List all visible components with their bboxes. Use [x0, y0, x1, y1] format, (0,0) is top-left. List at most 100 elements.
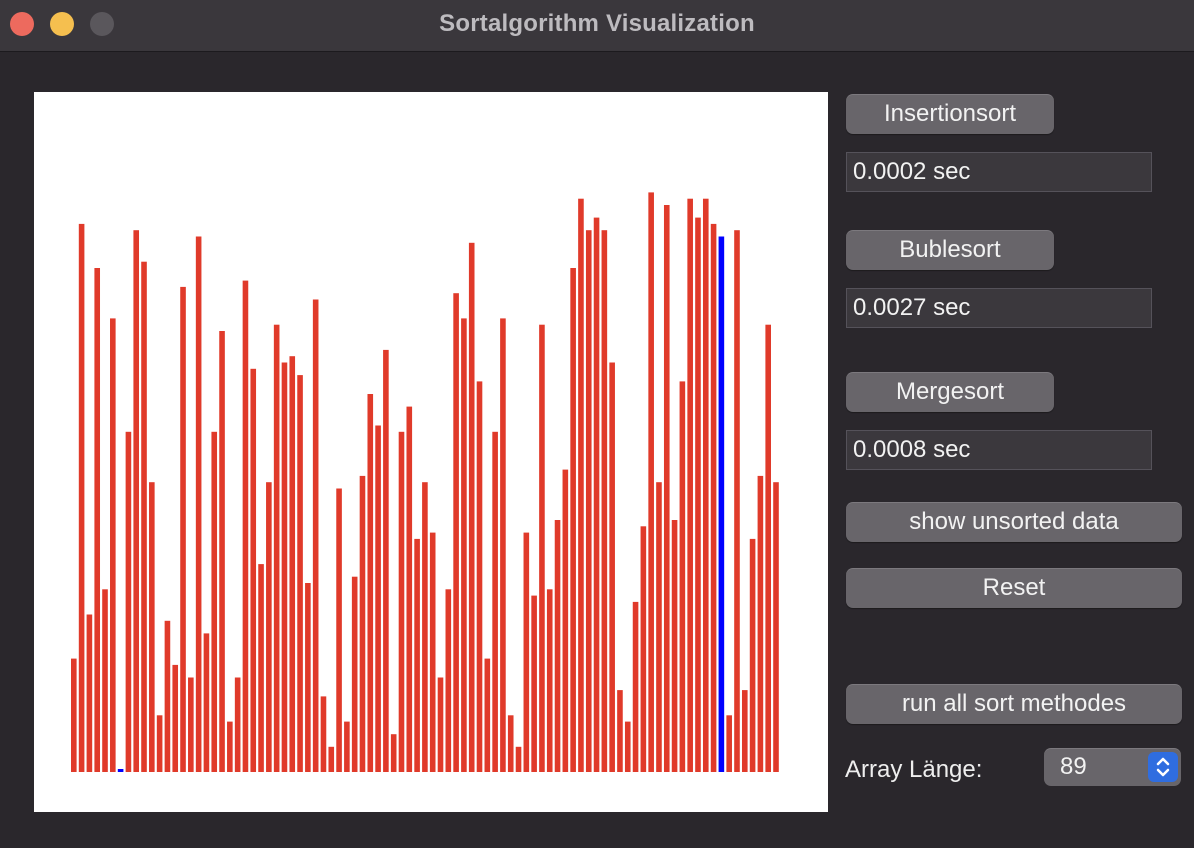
bar [94, 268, 101, 772]
bar [117, 769, 124, 772]
bar [273, 324, 280, 772]
bublesort-time-field[interactable]: 0.0027 sec [846, 288, 1152, 328]
bar [367, 394, 374, 772]
bar [734, 230, 740, 772]
bar [617, 690, 623, 772]
bar [624, 721, 631, 772]
bar [632, 601, 639, 772]
bar [773, 482, 779, 772]
bar [429, 532, 436, 772]
bar [398, 431, 405, 772]
bar [234, 677, 241, 772]
bar [172, 664, 179, 772]
bar [562, 469, 569, 772]
insertionsort-button[interactable]: Insertionsort [846, 94, 1054, 134]
bar [507, 715, 514, 772]
bar [359, 475, 366, 772]
bar [344, 721, 350, 772]
bar [320, 696, 327, 772]
bar [281, 362, 288, 772]
array-length-select[interactable]: 89 [1044, 748, 1181, 786]
bar [546, 589, 553, 772]
bar [180, 286, 186, 772]
bar [125, 431, 132, 772]
reset-button[interactable]: Reset [846, 568, 1182, 608]
minimize-window-button[interactable] [50, 12, 74, 36]
bar [156, 715, 163, 772]
sort-visualization-canvas [34, 92, 828, 812]
bar [110, 318, 116, 772]
bar [718, 236, 725, 772]
bar [78, 223, 85, 772]
bar [765, 324, 771, 772]
bar-chart [71, 192, 779, 773]
bar [406, 406, 413, 772]
bar [297, 375, 303, 772]
bar [437, 677, 444, 772]
bar [141, 261, 147, 772]
bar [242, 280, 249, 772]
bar [593, 217, 600, 773]
bar [531, 595, 537, 772]
bar [585, 230, 592, 772]
bar [687, 198, 693, 772]
insertionsort-time-field[interactable]: 0.0002 sec [846, 152, 1152, 192]
bar [375, 425, 381, 772]
bar [679, 381, 686, 772]
bar [258, 564, 264, 772]
bar [468, 242, 475, 773]
bar [484, 658, 491, 772]
bar [515, 746, 522, 772]
bar [702, 198, 709, 772]
bar [86, 614, 93, 772]
bar [757, 475, 764, 772]
bar [749, 538, 756, 772]
bar [671, 520, 678, 772]
bar [640, 526, 647, 772]
mergesort-time-field[interactable]: 0.0008 sec [846, 430, 1152, 470]
bar [461, 318, 467, 772]
bar [523, 532, 530, 772]
array-length-label: Array Länge: [845, 756, 983, 783]
show-unsorted-data-button[interactable]: show unsorted data [846, 502, 1182, 542]
bar [312, 299, 319, 772]
bar [149, 482, 155, 772]
bar [328, 746, 335, 772]
bar [741, 690, 748, 772]
bar [570, 268, 576, 772]
bar [663, 205, 670, 772]
bar [219, 331, 225, 772]
bar [601, 230, 608, 772]
bar [383, 349, 389, 772]
bar [227, 721, 233, 772]
array-length-value: 89 [1060, 753, 1087, 780]
bar [133, 230, 140, 772]
bar [445, 589, 452, 772]
bar [492, 431, 498, 772]
run-all-sort-methods-button[interactable]: run all sort methodes [846, 684, 1182, 724]
bar [164, 620, 171, 772]
bar [188, 677, 194, 772]
stepper-icon[interactable] [1148, 752, 1178, 782]
close-window-button[interactable] [10, 12, 34, 36]
bar [500, 318, 506, 772]
bar [648, 192, 654, 772]
bar [476, 381, 483, 772]
bar [453, 293, 459, 772]
mergesort-button[interactable]: Mergesort [846, 372, 1054, 412]
bar [203, 633, 210, 772]
bar [351, 576, 358, 772]
bar [195, 236, 202, 772]
bar [609, 362, 615, 772]
bar [211, 431, 218, 772]
bar [289, 356, 296, 772]
bublesort-button[interactable]: Bublesort [846, 230, 1054, 270]
bar [266, 482, 272, 772]
bar [422, 482, 428, 772]
maximize-window-button [90, 12, 114, 36]
bar [578, 198, 584, 772]
bar [414, 538, 420, 772]
bar [305, 583, 311, 772]
bar [656, 482, 662, 772]
